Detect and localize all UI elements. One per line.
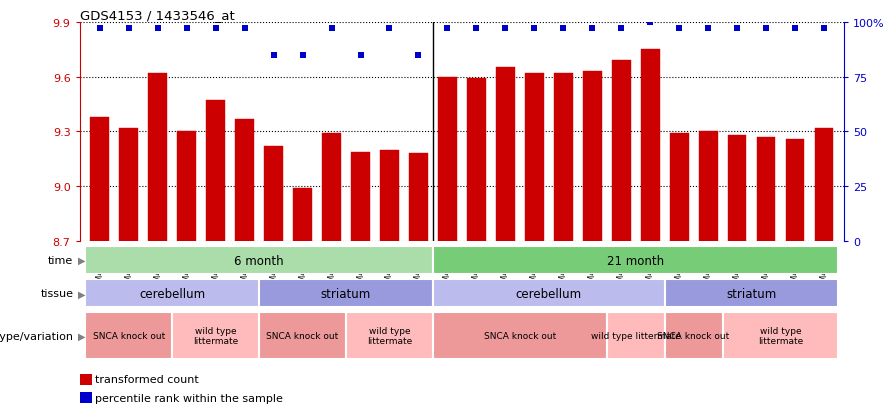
Bar (80, 392, 92, 403)
Bar (722, 313, 838, 359)
Text: SNCA knock out: SNCA knock out (658, 332, 729, 340)
Bar (583, 72, 602, 242)
Bar (757, 138, 775, 242)
Bar (786, 140, 804, 242)
Point (469, 26, 484, 33)
Bar (322, 134, 341, 242)
Bar (346, 313, 433, 359)
Point (759, 26, 774, 33)
Point (267, 52, 281, 59)
Bar (86, 313, 172, 359)
Text: wild type
littermate: wild type littermate (758, 326, 804, 346)
Point (585, 26, 599, 33)
Text: striatum: striatum (321, 287, 371, 300)
Point (209, 26, 223, 33)
Point (150, 26, 164, 33)
Text: tissue: tissue (41, 289, 73, 299)
Point (672, 26, 686, 33)
Text: ▶: ▶ (78, 256, 85, 266)
Text: 6 month: 6 month (234, 254, 284, 267)
Point (499, 26, 513, 33)
Text: wild type littermate: wild type littermate (591, 332, 681, 340)
Bar (728, 136, 746, 242)
Bar (496, 68, 514, 242)
Text: SNCA knock out: SNCA knock out (266, 332, 339, 340)
Point (122, 26, 136, 33)
Text: SNCA knock out: SNCA knock out (484, 332, 556, 340)
Point (440, 26, 454, 33)
Bar (641, 50, 659, 242)
Bar (178, 132, 196, 242)
Bar (433, 280, 665, 308)
Text: ▶: ▶ (78, 289, 85, 299)
Text: GDS4153 / 1433546_at: GDS4153 / 1433546_at (80, 9, 234, 21)
Point (614, 26, 629, 33)
Point (411, 52, 425, 59)
Text: SNCA knock out: SNCA knock out (93, 332, 165, 340)
Point (295, 52, 309, 59)
Text: cerebellum: cerebellum (139, 287, 205, 300)
Point (817, 26, 831, 33)
Bar (293, 189, 312, 242)
Text: percentile rank within the sample: percentile rank within the sample (95, 393, 283, 403)
Text: striatum: striatum (727, 287, 777, 300)
Bar (467, 79, 486, 242)
Text: ▶: ▶ (78, 331, 85, 341)
Bar (433, 313, 606, 359)
Bar (665, 313, 722, 359)
Bar (612, 61, 630, 242)
Bar (665, 280, 838, 308)
Text: wild type
littermate: wild type littermate (367, 326, 412, 346)
Bar (409, 154, 428, 242)
Point (730, 26, 744, 33)
Bar (90, 118, 110, 242)
Bar (380, 150, 399, 242)
Bar (670, 134, 689, 242)
Point (643, 19, 657, 26)
Point (93, 26, 107, 33)
Text: wild type
littermate: wild type littermate (193, 326, 239, 346)
Point (354, 52, 368, 59)
Bar (351, 152, 370, 242)
Bar (149, 74, 167, 242)
Bar (259, 313, 346, 359)
Bar (259, 280, 433, 308)
Point (324, 26, 339, 33)
Bar (264, 147, 283, 242)
Bar (554, 74, 573, 242)
Bar (438, 78, 457, 242)
Text: 21 month: 21 month (607, 254, 664, 267)
Bar (172, 313, 259, 359)
Bar (80, 374, 92, 385)
Bar (235, 119, 254, 242)
Text: transformed count: transformed count (95, 375, 199, 385)
Bar (606, 313, 665, 359)
Bar (86, 280, 259, 308)
Text: genotype/variation: genotype/variation (0, 331, 73, 341)
Bar (119, 128, 138, 242)
Bar (433, 247, 838, 275)
Point (788, 26, 802, 33)
Point (701, 26, 715, 33)
Bar (86, 247, 433, 275)
Bar (525, 74, 544, 242)
Point (527, 26, 541, 33)
Point (556, 26, 570, 33)
Text: time: time (48, 256, 73, 266)
Point (179, 26, 194, 33)
Text: cerebellum: cerebellum (515, 287, 582, 300)
Point (383, 26, 397, 33)
Bar (206, 101, 225, 242)
Bar (814, 128, 834, 242)
Bar (698, 132, 718, 242)
Point (238, 26, 252, 33)
